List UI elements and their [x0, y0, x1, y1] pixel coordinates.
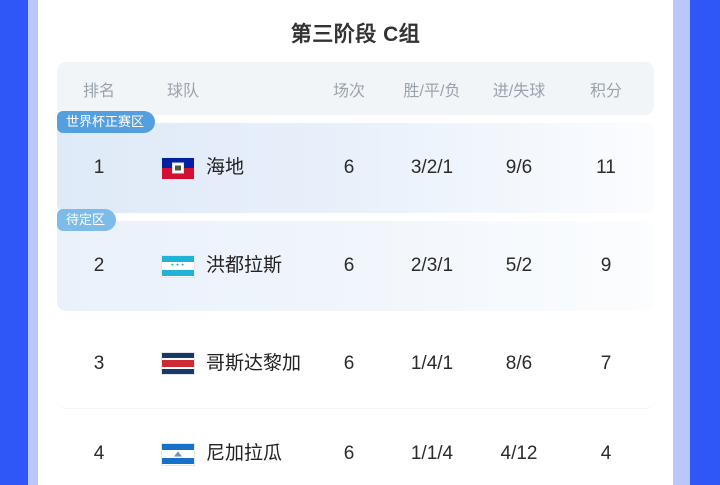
- table-row[interactable]: 4 尼加拉瓜 6 1/1/4 4/12 4: [57, 409, 654, 485]
- zone-badge: 待定区: [57, 209, 117, 231]
- table-row[interactable]: 3 哥斯达黎加 6 1/4/1 8/6 7: [57, 319, 654, 409]
- cell-team: 尼加拉瓜: [141, 442, 309, 466]
- cell-played: 6: [343, 255, 355, 276]
- cell-team: 海地: [141, 156, 309, 180]
- right-edge-soft: [673, 0, 690, 485]
- cell-rank: 1: [93, 157, 105, 178]
- cell-played: 6: [343, 352, 355, 374]
- cell-wdl: 1/4/1: [410, 352, 454, 374]
- left-edge-band: [0, 0, 28, 485]
- column-header-team: 球队: [167, 82, 200, 100]
- table-row[interactable]: 世界杯正赛区 1 海地 6 3/2/1 9/6 11: [57, 111, 654, 213]
- team-name: 海地: [206, 157, 245, 179]
- cell-points: 9: [600, 255, 612, 276]
- honduras-flag-icon: ✦✦✦: [161, 254, 195, 278]
- cell-points: 4: [600, 443, 612, 464]
- team-name: 哥斯达黎加: [206, 352, 302, 374]
- cell-played: 6: [343, 443, 355, 464]
- right-edge-band: [690, 0, 720, 485]
- zone-badge: 世界杯正赛区: [57, 111, 156, 133]
- cell-rank: 2: [93, 255, 105, 276]
- left-edge-soft: [28, 0, 38, 485]
- nicaragua-flag-icon: [161, 442, 195, 466]
- column-header-goals: 进/失球: [492, 82, 546, 100]
- table-row[interactable]: 待定区 2 ✦✦✦ 洪都拉斯 6 2/3/1 5/2 9: [57, 209, 654, 311]
- team-name: 洪都拉斯: [206, 255, 283, 277]
- cell-goals: 4/12: [500, 443, 538, 464]
- cell-rank: 3: [93, 352, 105, 374]
- column-header-wdl: 胜/平/负: [403, 82, 461, 100]
- cell-wdl: 3/2/1: [410, 157, 454, 178]
- row-gap: [57, 311, 654, 319]
- standings-table: 排名 球队 场次 胜/平/负 进/失球 积分 世界杯正赛区 1 海地 6: [57, 62, 654, 485]
- cell-played: 6: [343, 157, 355, 178]
- cell-goals: 9/6: [505, 157, 533, 178]
- row-gap: [57, 213, 654, 221]
- cell-points: 11: [596, 157, 616, 178]
- cell-wdl: 1/1/4: [410, 443, 454, 464]
- team-name: 尼加拉瓜: [206, 443, 283, 465]
- cell-wdl: 2/3/1: [410, 255, 454, 276]
- column-header-rank: 排名: [82, 82, 115, 100]
- costa-rica-flag-icon: [161, 352, 195, 375]
- page-title: 第三阶段 C组: [290, 23, 421, 46]
- table-header-row: 排名 球队 场次 胜/平/负 进/失球 积分: [57, 62, 654, 115]
- column-header-points: 积分: [589, 82, 622, 100]
- cell-rank: 4: [93, 443, 105, 464]
- content-card: 第三阶段 C组 排名 球队 场次 胜/平/负 进/失球 积分 世界杯正赛区 1: [38, 0, 673, 485]
- cell-goals: 5/2: [505, 255, 533, 276]
- cell-goals: 8/6: [505, 352, 533, 374]
- haiti-flag-icon: [161, 156, 195, 180]
- cell-team: ✦✦✦ 洪都拉斯: [141, 254, 309, 278]
- cell-team: 哥斯达黎加: [141, 352, 309, 376]
- column-header-played: 场次: [332, 82, 365, 100]
- cell-points: 7: [600, 352, 612, 374]
